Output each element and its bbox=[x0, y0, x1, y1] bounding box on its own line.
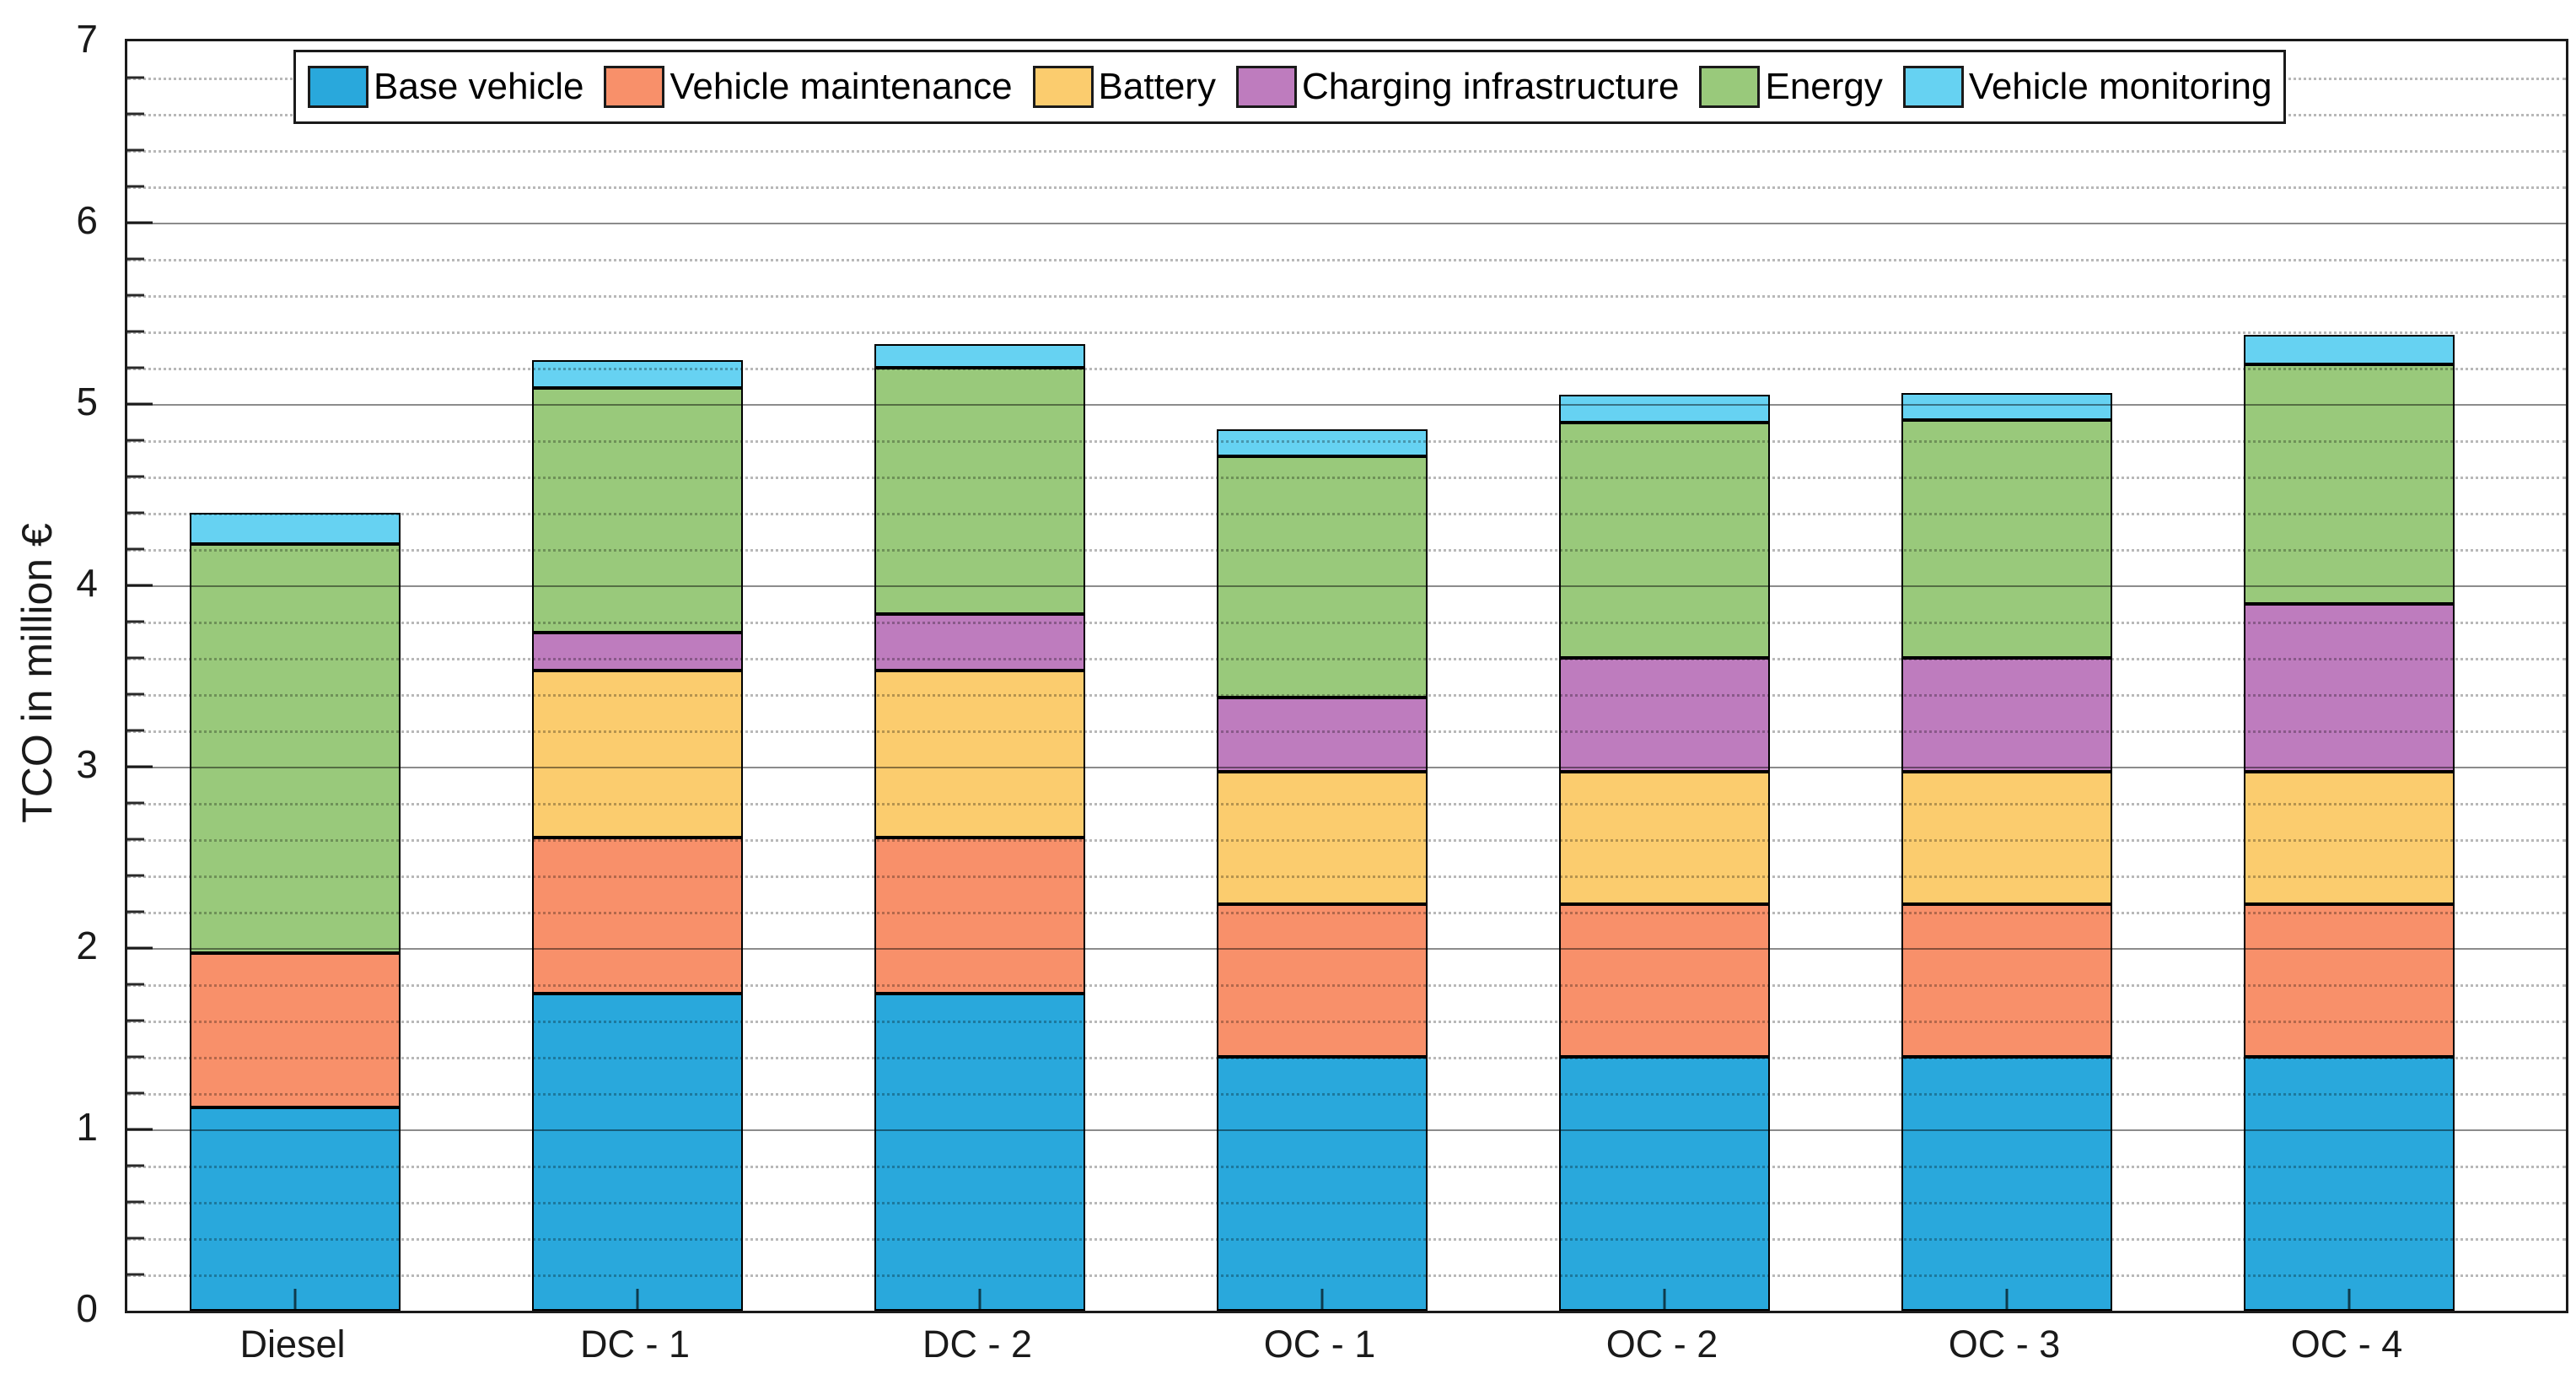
bar-segment bbox=[2244, 772, 2455, 905]
bar-segment bbox=[874, 837, 1085, 994]
legend-label: Vehicle maintenance bbox=[670, 66, 1013, 107]
bar-segment bbox=[1901, 658, 2112, 773]
bar-segment bbox=[531, 632, 743, 671]
bar-segment bbox=[1559, 772, 1770, 905]
bar-segment bbox=[874, 368, 1085, 615]
legend-item: Battery bbox=[1032, 66, 1216, 108]
y-tick-label: 7 bbox=[76, 17, 98, 61]
bar-segment bbox=[190, 953, 401, 1108]
bar-segment bbox=[1217, 429, 1428, 457]
legend-item: Base vehicle bbox=[308, 66, 583, 108]
bars-layer bbox=[127, 41, 2566, 1311]
bar-segment bbox=[1559, 904, 1770, 1057]
legend-swatch-icon bbox=[604, 66, 665, 108]
x-tick-label: DC - 2 bbox=[922, 1323, 1033, 1366]
bar-segment bbox=[1217, 1057, 1428, 1311]
bar-segment bbox=[1217, 456, 1428, 698]
legend-swatch-icon bbox=[1032, 66, 1094, 108]
x-tick-label: OC - 4 bbox=[2290, 1323, 2403, 1366]
bar-segment bbox=[2244, 904, 2455, 1057]
bar-segment bbox=[531, 360, 743, 388]
bar-segment bbox=[874, 344, 1085, 368]
x-tick-labels: Diesel DC - 1 DC - 2 OC - 1 OC - 2 OC - 3 OC -… bbox=[125, 1323, 2563, 1382]
y-tick-labels: 0 1 2 3 4 5 6 7 bbox=[0, 17, 111, 1330]
bar-segment bbox=[1559, 422, 1770, 658]
bar-segment bbox=[874, 614, 1085, 671]
bar-segment bbox=[2244, 1057, 2455, 1311]
bar-segment bbox=[1559, 395, 1770, 423]
y-tick-label: 3 bbox=[76, 742, 98, 786]
bar-segment bbox=[1217, 772, 1428, 905]
bar-segment bbox=[531, 993, 743, 1311]
bar-segment bbox=[1901, 420, 2112, 658]
legend-item: Vehicle maintenance bbox=[604, 66, 1013, 108]
bar-segment bbox=[1559, 658, 1770, 773]
legend-label: Base vehicle bbox=[374, 66, 584, 107]
legend-item: Charging infrastructure bbox=[1235, 66, 1680, 108]
bar-segment bbox=[2244, 603, 2455, 773]
legend-swatch-icon bbox=[1902, 66, 1964, 108]
y-tick-label: 4 bbox=[76, 561, 98, 605]
bar-segment bbox=[2244, 335, 2455, 364]
y-tick-label: 5 bbox=[76, 380, 98, 423]
x-tick-label: DC - 1 bbox=[579, 1323, 691, 1366]
legend-item: Energy bbox=[1699, 66, 1883, 108]
x-tick-label: OC - 2 bbox=[1605, 1323, 1718, 1366]
bar-segment bbox=[190, 543, 401, 954]
bar-segment bbox=[531, 387, 743, 633]
bar-segment bbox=[2244, 364, 2455, 604]
bar-segment bbox=[190, 1107, 401, 1311]
legend-swatch-icon bbox=[1699, 66, 1761, 108]
legend-item: Vehicle monitoring bbox=[1902, 66, 2272, 108]
bar-segment bbox=[1901, 772, 2112, 905]
legend-label: Vehicle monitoring bbox=[1968, 66, 2272, 107]
legend-label: Energy bbox=[1765, 66, 1883, 107]
x-tick-label: Diesel bbox=[239, 1323, 346, 1366]
legend: Base vehicle Vehicle maintenance Battery Ch… bbox=[293, 50, 2287, 124]
bar-segment bbox=[1901, 1057, 2112, 1311]
y-tick-label: 6 bbox=[76, 198, 98, 242]
bar-segment bbox=[874, 993, 1085, 1311]
legend-label: Battery bbox=[1098, 66, 1216, 107]
bar-segment bbox=[1217, 698, 1428, 773]
bar-segment bbox=[1901, 904, 2112, 1057]
bar-segment bbox=[531, 671, 743, 838]
legend-swatch-icon bbox=[1235, 66, 1297, 108]
x-tick-label: OC - 1 bbox=[1263, 1323, 1376, 1366]
bar-segment bbox=[1901, 393, 2112, 421]
bar-segment bbox=[874, 671, 1085, 838]
legend-swatch-icon bbox=[308, 66, 368, 108]
bar-segment bbox=[190, 513, 401, 544]
y-tick-label: 0 bbox=[76, 1286, 98, 1330]
plot-area bbox=[125, 39, 2568, 1313]
bar-segment bbox=[1217, 904, 1428, 1057]
y-tick-label: 2 bbox=[76, 924, 98, 967]
x-tick-label: OC - 3 bbox=[1948, 1323, 2061, 1366]
legend-label: Charging infrastructure bbox=[1301, 66, 1680, 107]
y-tick-label: 1 bbox=[76, 1105, 98, 1149]
bar-segment bbox=[1559, 1057, 1770, 1311]
bar-segment bbox=[531, 837, 743, 994]
